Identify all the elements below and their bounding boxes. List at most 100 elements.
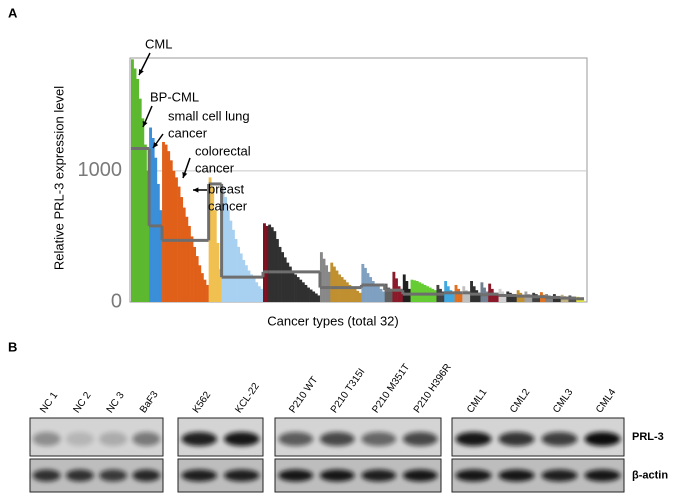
sample-bar <box>270 227 274 302</box>
sample-bar <box>325 265 329 302</box>
sample-bar <box>291 270 295 302</box>
sample-bar <box>330 262 334 302</box>
sample-bar <box>304 284 308 302</box>
sample-bar <box>358 292 362 302</box>
band <box>65 469 94 482</box>
sample-bar <box>511 294 515 302</box>
sample-bar <box>200 273 204 302</box>
western-blot: NC 1 NC 2 NC 3 BaF3 K562 KCL-22 P210 WT P210 T3… <box>29 362 668 493</box>
sample-bar <box>260 288 264 302</box>
arrow-head <box>142 121 148 127</box>
sample-bar <box>281 252 285 302</box>
sample-bar <box>312 291 316 302</box>
arrow-head <box>153 142 159 148</box>
band <box>541 432 578 446</box>
sample-bar <box>172 170 176 302</box>
sample-bar <box>198 265 202 302</box>
sample-bar <box>451 294 455 302</box>
sample-bar <box>229 220 233 302</box>
sample-bar <box>356 290 360 302</box>
chart: 0 1000 Relative PRL-3 expression level Canc… <box>51 36 588 328</box>
sample-bar <box>288 266 292 302</box>
x-axis-label: Cancer types (total 32) <box>267 313 399 328</box>
band <box>181 469 218 482</box>
sample-bar <box>136 78 140 302</box>
sample-bar <box>141 118 145 302</box>
sample-bar <box>480 282 484 302</box>
sample-bar <box>283 257 287 302</box>
sample-bar <box>263 223 266 302</box>
sample-bar <box>529 295 533 302</box>
sample-bar <box>441 291 445 302</box>
sample-bar <box>162 141 165 302</box>
band <box>223 432 260 446</box>
sample-bar <box>211 186 215 302</box>
sample-bar <box>449 290 453 302</box>
sample-bar <box>573 298 577 302</box>
sample-bar <box>169 160 173 302</box>
sample-bar <box>477 292 481 302</box>
sample-bar <box>265 225 269 302</box>
sample-bar <box>475 290 479 302</box>
sample-bar <box>255 282 259 302</box>
band <box>32 469 61 482</box>
sample-bar <box>413 280 417 302</box>
sample-bar <box>247 270 251 302</box>
sample-bar <box>382 291 385 302</box>
sample-bar <box>537 295 541 302</box>
sample-bar <box>216 242 220 302</box>
lane-label: BaF3 <box>138 389 161 415</box>
y-axis-label: Relative PRL-3 expression level <box>51 86 66 270</box>
arrow-head <box>182 172 188 178</box>
sample-bar <box>213 210 217 302</box>
band <box>32 432 61 446</box>
sample-bar <box>470 281 473 302</box>
annotation: small cell lung <box>168 108 250 123</box>
sample-bar <box>418 282 422 302</box>
band <box>319 432 355 446</box>
annotation: cancer <box>208 198 248 213</box>
sample-bar <box>206 284 209 302</box>
sample-bar <box>244 265 248 302</box>
arrow-head <box>193 187 199 193</box>
sample-bar <box>195 256 199 302</box>
sample-bar <box>234 239 238 302</box>
sample-bar <box>252 278 256 302</box>
sample-bar <box>180 197 184 302</box>
sample-bar <box>514 295 517 302</box>
annotation: colorectal <box>195 143 251 158</box>
band <box>278 432 314 446</box>
sample-bar <box>495 295 499 302</box>
sample-bar <box>555 296 559 302</box>
sample-bar <box>177 186 181 302</box>
sample-bar <box>402 274 406 302</box>
sample-bar <box>521 295 525 302</box>
sample-bar <box>340 277 344 302</box>
sample-bar <box>366 273 370 302</box>
sample-bar <box>384 283 388 302</box>
lane-label: KCL-22 <box>233 381 262 415</box>
sample-bar <box>527 294 530 302</box>
sample-bar <box>581 299 585 302</box>
annotation: BP-CML <box>150 89 199 104</box>
lane-label: P210 M351T <box>370 362 412 415</box>
plot-area <box>129 57 588 303</box>
sample-bar <box>187 225 191 302</box>
sample-bar <box>182 207 186 302</box>
sample-bar <box>415 281 419 302</box>
band <box>361 469 397 482</box>
sample-bar <box>151 138 155 302</box>
sample-bar <box>131 59 134 302</box>
sample-bar <box>190 236 194 302</box>
sample-bar <box>457 288 461 302</box>
lane-label: K562 <box>191 389 214 415</box>
y-tick-label: 0 <box>111 290 122 312</box>
band <box>498 432 535 446</box>
annotation: cancer <box>195 160 235 175</box>
sample-bar <box>146 170 150 302</box>
sample-bar <box>467 294 471 302</box>
sample-bar <box>159 210 163 302</box>
sample-bar <box>278 246 282 302</box>
band <box>541 469 578 482</box>
